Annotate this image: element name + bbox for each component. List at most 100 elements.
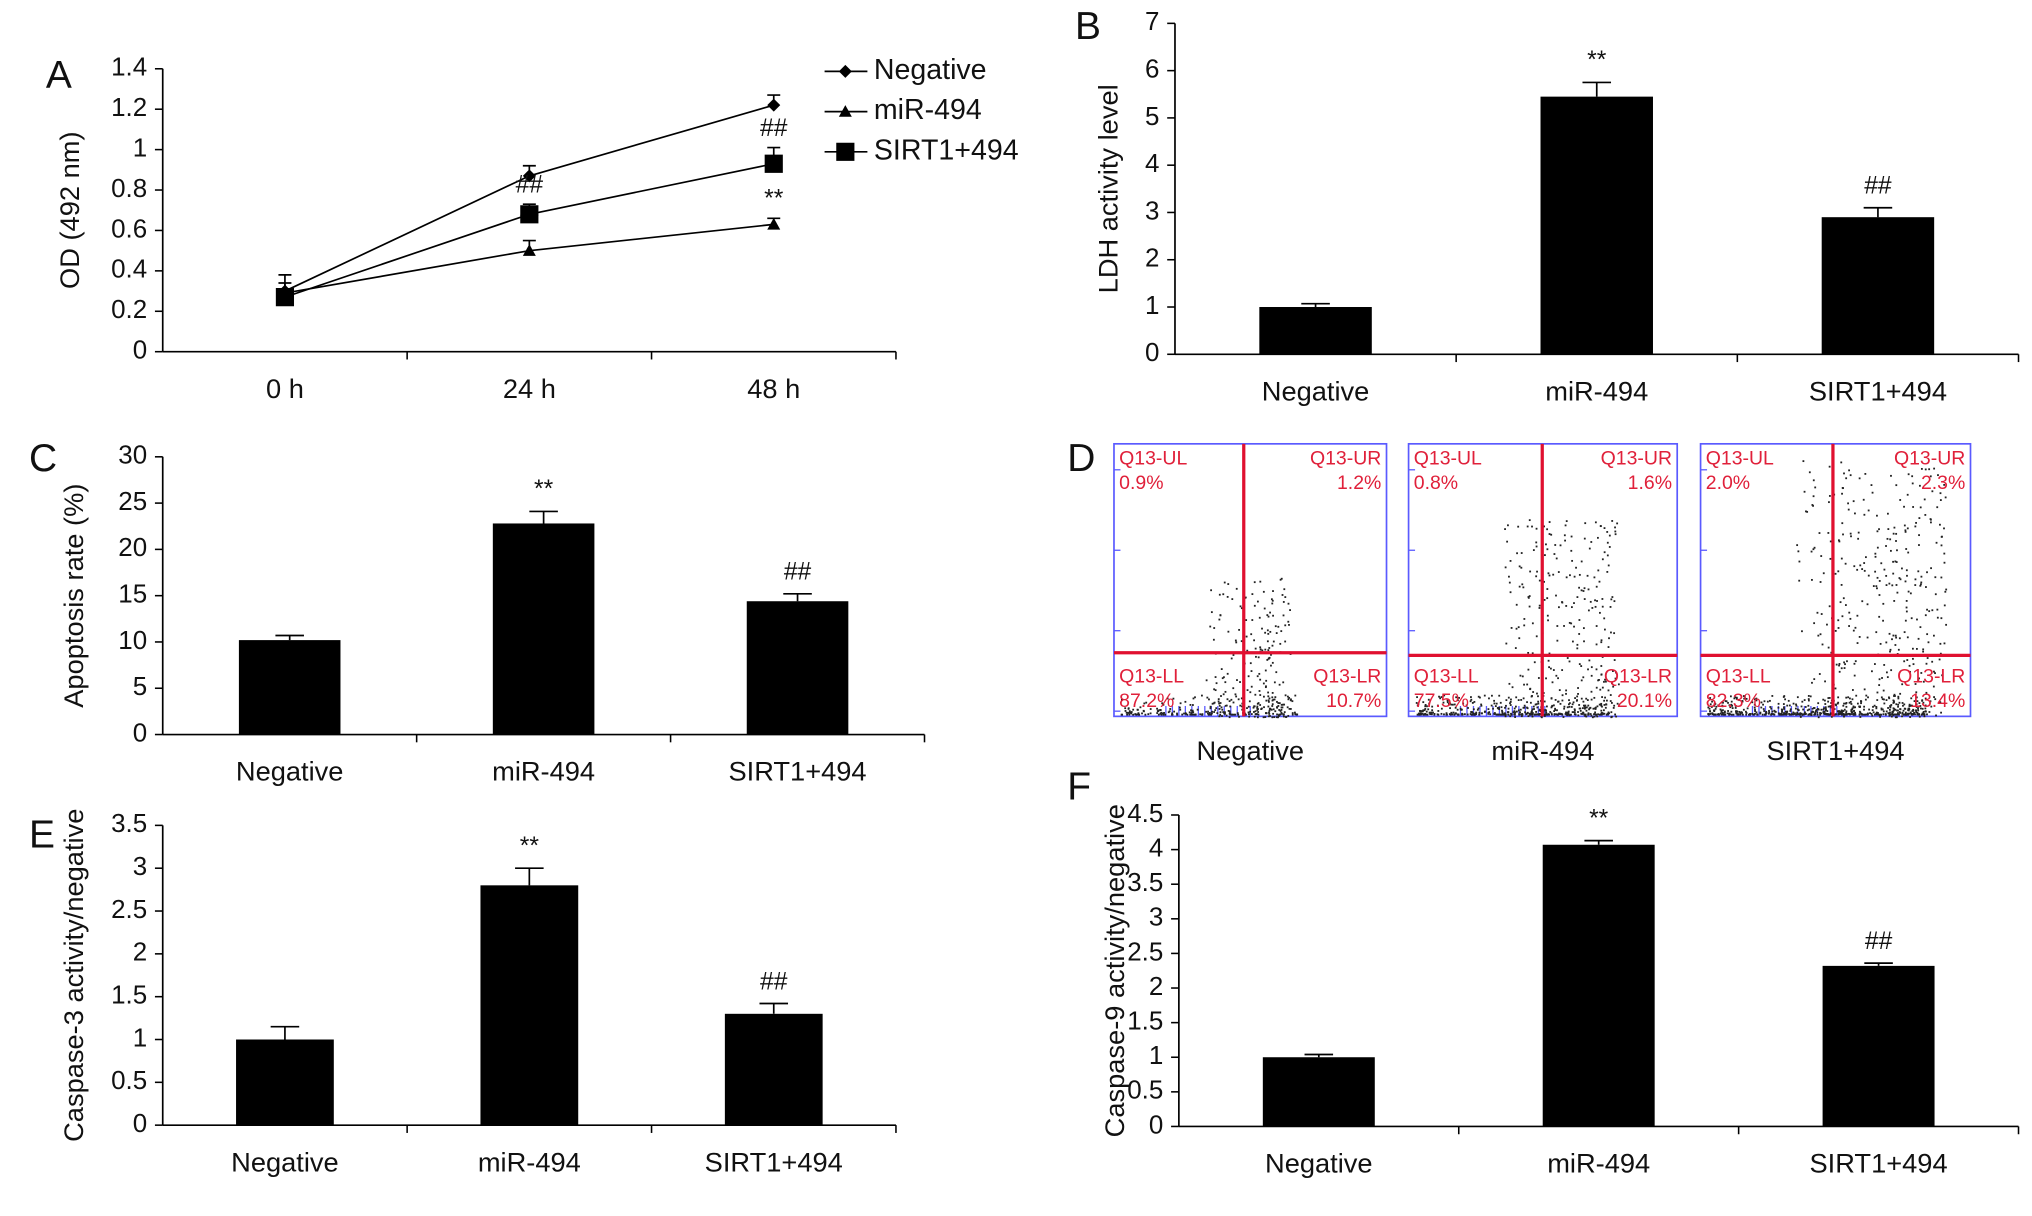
event-dot xyxy=(1816,713,1819,716)
event-dot xyxy=(1420,710,1423,712)
event-dot xyxy=(1859,711,1862,714)
event-dot xyxy=(1179,708,1182,711)
event-dot xyxy=(1902,713,1905,716)
event-dot xyxy=(1230,657,1233,660)
event-dot xyxy=(1547,619,1549,622)
y-tick-label: 25 xyxy=(118,488,147,516)
event-dot xyxy=(1829,705,1832,708)
event-dot xyxy=(1837,701,1840,704)
event-dot xyxy=(1543,598,1546,601)
event-dot xyxy=(1862,498,1865,501)
event-dot xyxy=(1446,713,1448,716)
event-dot xyxy=(1578,586,1581,589)
quadrant-name: Q13-LR xyxy=(1604,666,1672,688)
event-dot xyxy=(1817,702,1820,705)
event-dot xyxy=(1780,713,1783,716)
event-dot xyxy=(1917,707,1919,710)
event-dot xyxy=(1588,547,1591,550)
event-dot xyxy=(1288,623,1290,626)
event-dot xyxy=(1582,627,1585,630)
event-dot xyxy=(1222,593,1225,596)
event-dot xyxy=(1837,712,1840,714)
event-dot xyxy=(1851,707,1854,710)
event-dot xyxy=(1594,605,1597,608)
event-dot xyxy=(1909,711,1912,714)
event-dot xyxy=(1867,713,1869,716)
event-dot xyxy=(1156,710,1159,712)
event-dot xyxy=(1916,618,1918,621)
event-dot xyxy=(1724,700,1727,702)
event-dot xyxy=(1253,705,1256,708)
event-dot xyxy=(1427,698,1430,701)
event-dot xyxy=(1866,636,1869,639)
event-dot xyxy=(1742,695,1745,697)
event-dot xyxy=(1515,710,1518,713)
event-dot xyxy=(1754,710,1756,712)
event-dot xyxy=(1934,672,1936,675)
event-dot xyxy=(1895,716,1898,719)
event-dot xyxy=(1218,704,1221,707)
event-dot xyxy=(1423,713,1426,716)
event-dot xyxy=(1254,693,1257,696)
event-dot xyxy=(1756,713,1759,716)
event-dot xyxy=(1503,713,1506,715)
event-dot xyxy=(1739,713,1742,716)
event-dot xyxy=(1570,606,1573,609)
event-dot xyxy=(1548,533,1551,535)
event-dot xyxy=(1252,706,1255,709)
event-dot xyxy=(1491,694,1493,697)
event-dot xyxy=(1842,712,1845,715)
event-dot xyxy=(1614,713,1617,716)
event-dot xyxy=(1935,714,1937,717)
event-dot xyxy=(1759,711,1762,714)
event-dot xyxy=(1546,614,1549,617)
event-dot xyxy=(1909,592,1912,595)
event-dot xyxy=(1554,544,1557,546)
event-dot xyxy=(1930,521,1932,524)
event-dot xyxy=(1570,535,1573,538)
event-dot xyxy=(1897,695,1900,698)
event-dot xyxy=(1455,712,1457,715)
event-dot xyxy=(1283,711,1286,714)
event-dot xyxy=(1280,712,1283,715)
event-dot xyxy=(1830,715,1833,718)
event-dot xyxy=(1613,632,1616,635)
event-dot xyxy=(1218,702,1221,705)
event-dot xyxy=(1773,713,1776,716)
event-dot xyxy=(1918,484,1921,487)
event-dot xyxy=(1540,715,1543,718)
event-dot xyxy=(1782,696,1785,698)
quadrant-name: Q13-LR xyxy=(1313,666,1381,688)
event-dot xyxy=(1556,639,1559,642)
event-dot xyxy=(1610,711,1613,714)
event-dot xyxy=(1253,639,1255,642)
event-dot xyxy=(1777,712,1780,715)
event-dot xyxy=(1510,627,1513,629)
event-dot xyxy=(1878,594,1881,596)
event-dot xyxy=(1579,709,1582,712)
event-dot xyxy=(1528,519,1531,522)
event-dot xyxy=(1254,647,1257,650)
event-dot xyxy=(1256,705,1259,708)
event-dot xyxy=(1551,704,1554,707)
event-dot xyxy=(1535,575,1538,578)
event-dot xyxy=(1509,591,1512,594)
event-dot xyxy=(1235,641,1238,644)
event-dot xyxy=(1617,683,1620,686)
event-dot xyxy=(1451,713,1454,716)
event-dot xyxy=(1925,662,1928,665)
quadrant-percent: 1.2% xyxy=(1337,472,1381,494)
event-dot xyxy=(1893,693,1896,696)
event-dot xyxy=(1553,710,1556,713)
event-dot xyxy=(1257,713,1260,716)
event-dot xyxy=(1267,695,1270,698)
event-dot xyxy=(1943,642,1946,645)
event-dot xyxy=(1519,674,1522,677)
event-dot xyxy=(1583,537,1586,540)
event-dot xyxy=(1257,702,1260,704)
event-dot xyxy=(1921,699,1924,702)
event-dot xyxy=(1933,467,1936,470)
event-dot xyxy=(1816,711,1819,714)
event-dot xyxy=(1881,698,1884,701)
event-dot xyxy=(1235,695,1238,698)
